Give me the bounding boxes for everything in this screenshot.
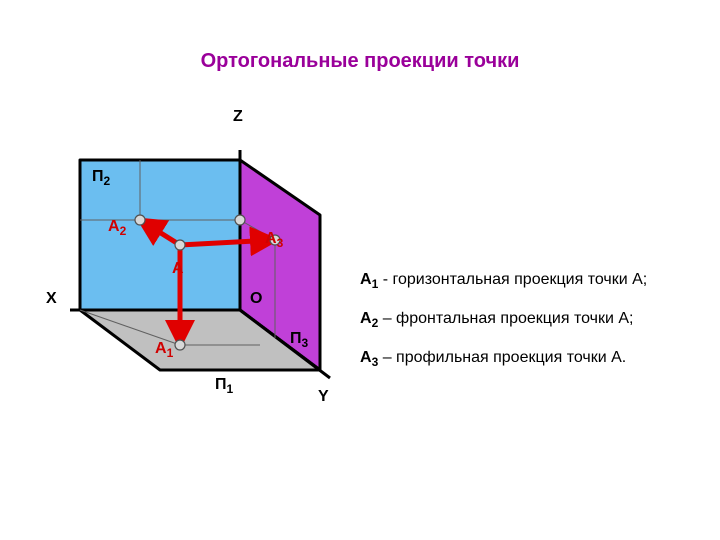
axis-label-y: Y (318, 388, 329, 406)
projection-diagram (40, 120, 340, 465)
axis-label-z: Z (233, 108, 243, 126)
point-label-a: А (172, 260, 184, 278)
plane-label-pi2: П2 (92, 168, 110, 188)
title-text: Ортогональные проекции точки (201, 50, 520, 72)
origin-label: O (250, 290, 262, 308)
description-block: А1 - горизонтальная проекция точки А; А2… (360, 270, 680, 386)
diagram-svg (40, 120, 340, 460)
plane-label-pi3: П3 (290, 330, 308, 350)
point-label-a3: А3 (265, 230, 283, 250)
desc-line-3: А3 – профильная проекция точки А. (360, 348, 680, 371)
point-label-a2: А2 (108, 218, 126, 238)
point-label-a1: А1 (155, 340, 173, 360)
plane-label-pi1: П1 (215, 376, 233, 396)
axis-label-x: X (46, 290, 57, 308)
page-title: Ортогональные проекции точки (0, 50, 720, 73)
desc-line-1: А1 - горизонтальная проекция точки А; (360, 270, 680, 293)
desc-line-2: А2 – фронтальная проекция точки А; (360, 309, 680, 332)
